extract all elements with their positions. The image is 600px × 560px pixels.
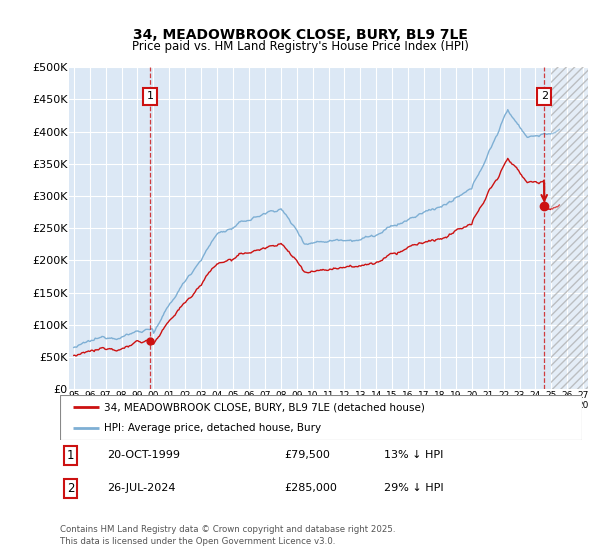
Text: 26-JUL-2024: 26-JUL-2024 [107, 483, 175, 493]
Bar [551, 67, 588, 389]
Text: 1: 1 [67, 449, 74, 462]
Text: 34, MEADOWBROOK CLOSE, BURY, BL9 7LE: 34, MEADOWBROOK CLOSE, BURY, BL9 7LE [133, 28, 467, 42]
Text: 2: 2 [541, 91, 548, 101]
Text: 1: 1 [146, 91, 154, 101]
Text: 34, MEADOWBROOK CLOSE, BURY, BL9 7LE (detached house): 34, MEADOWBROOK CLOSE, BURY, BL9 7LE (de… [104, 402, 425, 412]
Text: £79,500: £79,500 [284, 450, 331, 460]
Text: 20-OCT-1999: 20-OCT-1999 [107, 450, 180, 460]
Text: 13% ↓ HPI: 13% ↓ HPI [383, 450, 443, 460]
Text: 2: 2 [67, 482, 74, 495]
Text: Contains HM Land Registry data © Crown copyright and database right 2025.
This d: Contains HM Land Registry data © Crown c… [60, 525, 395, 546]
Text: Price paid vs. HM Land Registry's House Price Index (HPI): Price paid vs. HM Land Registry's House … [131, 40, 469, 53]
Text: 29% ↓ HPI: 29% ↓ HPI [383, 483, 443, 493]
Bar [551, 67, 588, 389]
Text: £285,000: £285,000 [284, 483, 337, 493]
Text: HPI: Average price, detached house, Bury: HPI: Average price, detached house, Bury [104, 423, 322, 433]
